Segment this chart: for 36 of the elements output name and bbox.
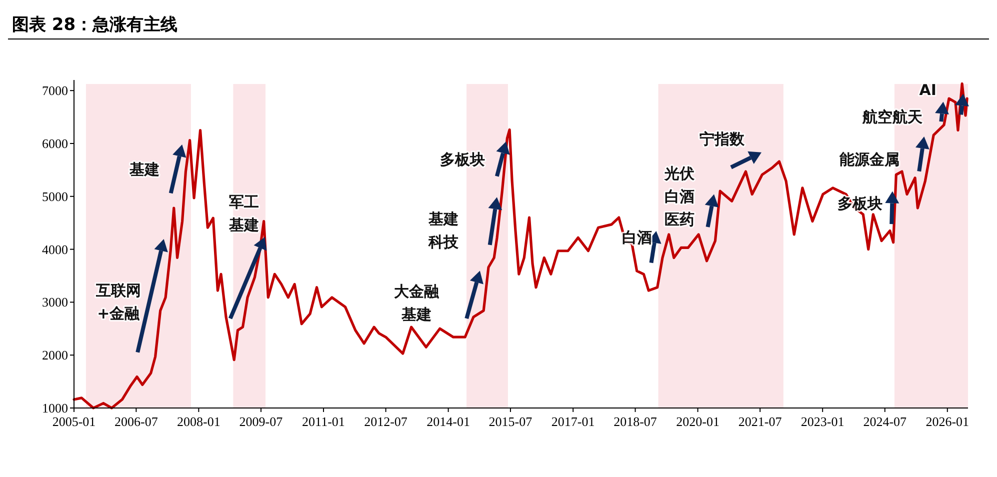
annotation: 宁指数 <box>699 130 746 148</box>
y-tick-label: 5000 <box>42 188 68 204</box>
x-tick-label: 2026-01 <box>926 414 970 429</box>
x-tick-label: 2006-07 <box>114 414 158 429</box>
x-tick-label: 2015-07 <box>488 414 533 429</box>
line-series <box>72 82 968 410</box>
y-tick-label: 7000 <box>42 83 68 98</box>
y-tick-label: 4000 <box>42 242 68 257</box>
y-tick-label: 6000 <box>42 136 68 152</box>
x-tick-label: 2023-01 <box>800 414 844 429</box>
x-tick-label: 2005-01 <box>52 414 96 429</box>
y-tick-label: 3000 <box>42 294 68 310</box>
annotation: 光伏白酒医药 <box>664 164 696 229</box>
x-tick-label: 2024-07 <box>863 414 908 429</box>
annotation: AI <box>919 81 936 100</box>
annotation: 基建科技 <box>427 210 460 251</box>
annotation: 军工基建 <box>228 193 259 234</box>
annotation: 多板块 <box>838 194 883 213</box>
chart-title: 图表 28：急涨有主线 <box>12 15 178 35</box>
annotation: 能源金属 <box>840 150 900 169</box>
x-tick-label: 2011-01 <box>302 414 345 429</box>
x-tick-label: 2021-07 <box>738 414 782 429</box>
y-tick-label: 2000 <box>42 348 68 363</box>
annotation: 航空航天 <box>861 108 924 126</box>
annotation: 多板块 <box>440 150 485 169</box>
x-tick-label: 2017-01 <box>551 414 595 429</box>
x-tick-label: 2020-01 <box>676 414 720 429</box>
x-tick-label: 2018-07 <box>614 414 658 429</box>
annotation: 基建 <box>128 160 160 179</box>
x-tick-label: 2008-01 <box>177 414 220 429</box>
x-tick-label: 2012-07 <box>364 414 408 429</box>
annotation: 大金融基建 <box>394 282 440 324</box>
x-tick-label: 2009-07 <box>239 414 284 429</box>
x-tick-label: 2014-01 <box>426 414 470 429</box>
y-tick-label: 1000 <box>42 400 68 416</box>
annotation: 互联网+金融 <box>94 281 141 322</box>
